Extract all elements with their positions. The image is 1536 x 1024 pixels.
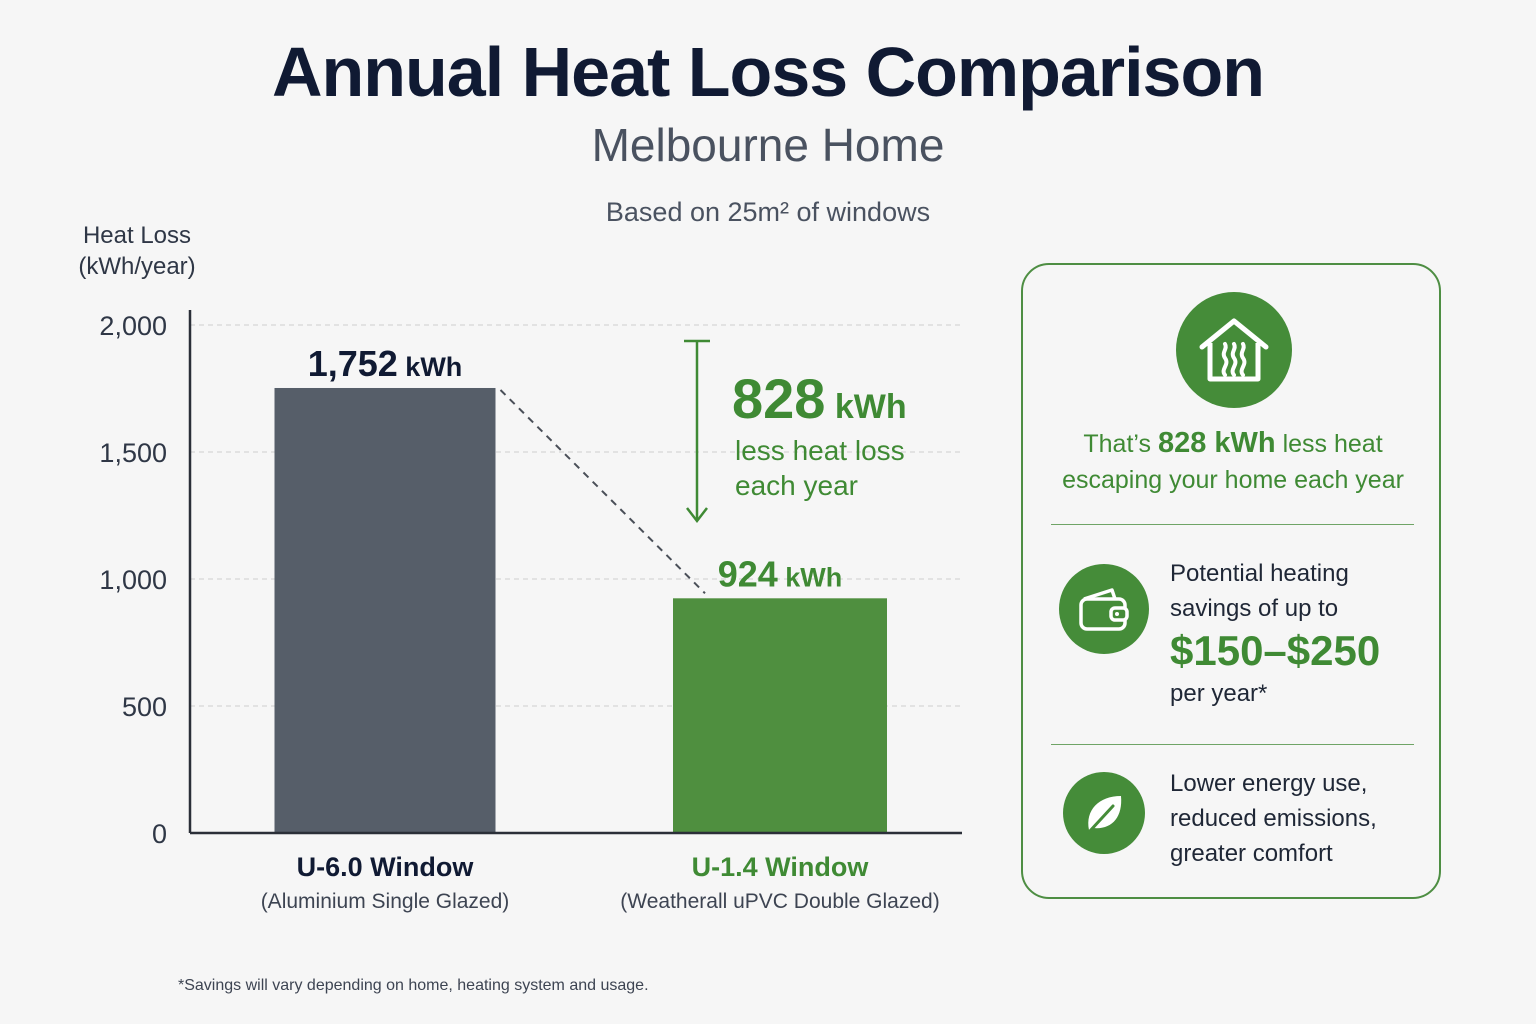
benefit-line1: Lower energy use,: [1170, 770, 1368, 797]
difference-text-line2: each year: [735, 470, 858, 501]
leaf-icon: [1063, 772, 1145, 854]
difference-text-line1: less heat loss: [735, 435, 905, 466]
benefit-line3: greater comfort: [1170, 840, 1333, 867]
chart-title: Annual Heat Loss Comparison: [271, 33, 1265, 111]
category-labels: U-6.0 Window (Aluminium Single Glazed) U-1…: [261, 852, 940, 913]
house-heat-icon: [1176, 292, 1292, 408]
footnote: *Savings will vary depending on home, he…: [178, 977, 649, 994]
difference-unit: kWh: [825, 388, 906, 426]
y-tick-label: 1,000: [99, 565, 167, 595]
arrow-head: [686, 507, 708, 524]
difference-value: 828 kWh: [732, 367, 907, 430]
wallet-icon: [1059, 564, 1149, 654]
bar-2: [673, 598, 887, 833]
y-tick-label: 0: [152, 819, 167, 849]
y-tick-label: 500: [122, 692, 167, 722]
category-label: U-6.0 Window: [297, 852, 475, 882]
benefit-line2: reduced emissions,: [1170, 805, 1377, 832]
category-sublabel: (Weatherall uPVC Double Glazed): [620, 890, 939, 913]
savings-line2: savings of up to: [1170, 595, 1339, 622]
savings-line3: per year*: [1170, 680, 1268, 707]
bar-value-unit: kWh: [398, 352, 463, 382]
difference-annotation: 828 kWh less heat loss each year: [499, 339, 907, 595]
savings-amount: $150–$250: [1170, 627, 1381, 674]
category-label: U-1.4 Window: [692, 852, 870, 882]
summary-suffix: less heat: [1282, 430, 1383, 458]
summary-panel: That’s 828 kWh less heat escaping your h…: [1021, 263, 1441, 899]
y-axis-label: Heat Loss (kWh/year): [78, 222, 196, 280]
savings-line1: Potential heating: [1170, 560, 1349, 587]
bar-1: [274, 387, 496, 833]
y-tick-label: 1,500: [99, 438, 167, 468]
difference-number: 828: [732, 367, 825, 430]
bar-value-label: 924 kWh: [718, 553, 843, 594]
panel-divider: [1051, 524, 1414, 525]
connector-dashed-line: [499, 389, 706, 595]
chart-basis-note: Based on 25m² of windows: [605, 197, 931, 227]
savings-text: Potential heating savings of up to $150–…: [1170, 556, 1430, 711]
bar-value-number: 924: [718, 553, 778, 594]
bar-value-label: 1,752 kWh: [308, 343, 463, 384]
panel-divider: [1051, 744, 1414, 745]
category-sublabel: (Aluminium Single Glazed): [261, 890, 510, 913]
heat-summary-text: That’s 828 kWh less heat escaping your h…: [1023, 425, 1443, 498]
y-tick-label: 2,000: [99, 311, 167, 341]
benefits-text: Lower energy use, reduced emissions, gre…: [1170, 766, 1430, 871]
bar-value-number: 1,752: [308, 343, 398, 384]
summary-line2: escaping your home each year: [1062, 466, 1404, 494]
summary-value: 828 kWh: [1157, 427, 1276, 459]
y-tick-labels: 0 500 1,000 1,500 2,000: [99, 311, 167, 849]
bar-value-unit: kWh: [778, 562, 843, 592]
chart-subtitle: Melbourne Home: [591, 119, 945, 171]
summary-prefix: That’s: [1083, 430, 1151, 458]
